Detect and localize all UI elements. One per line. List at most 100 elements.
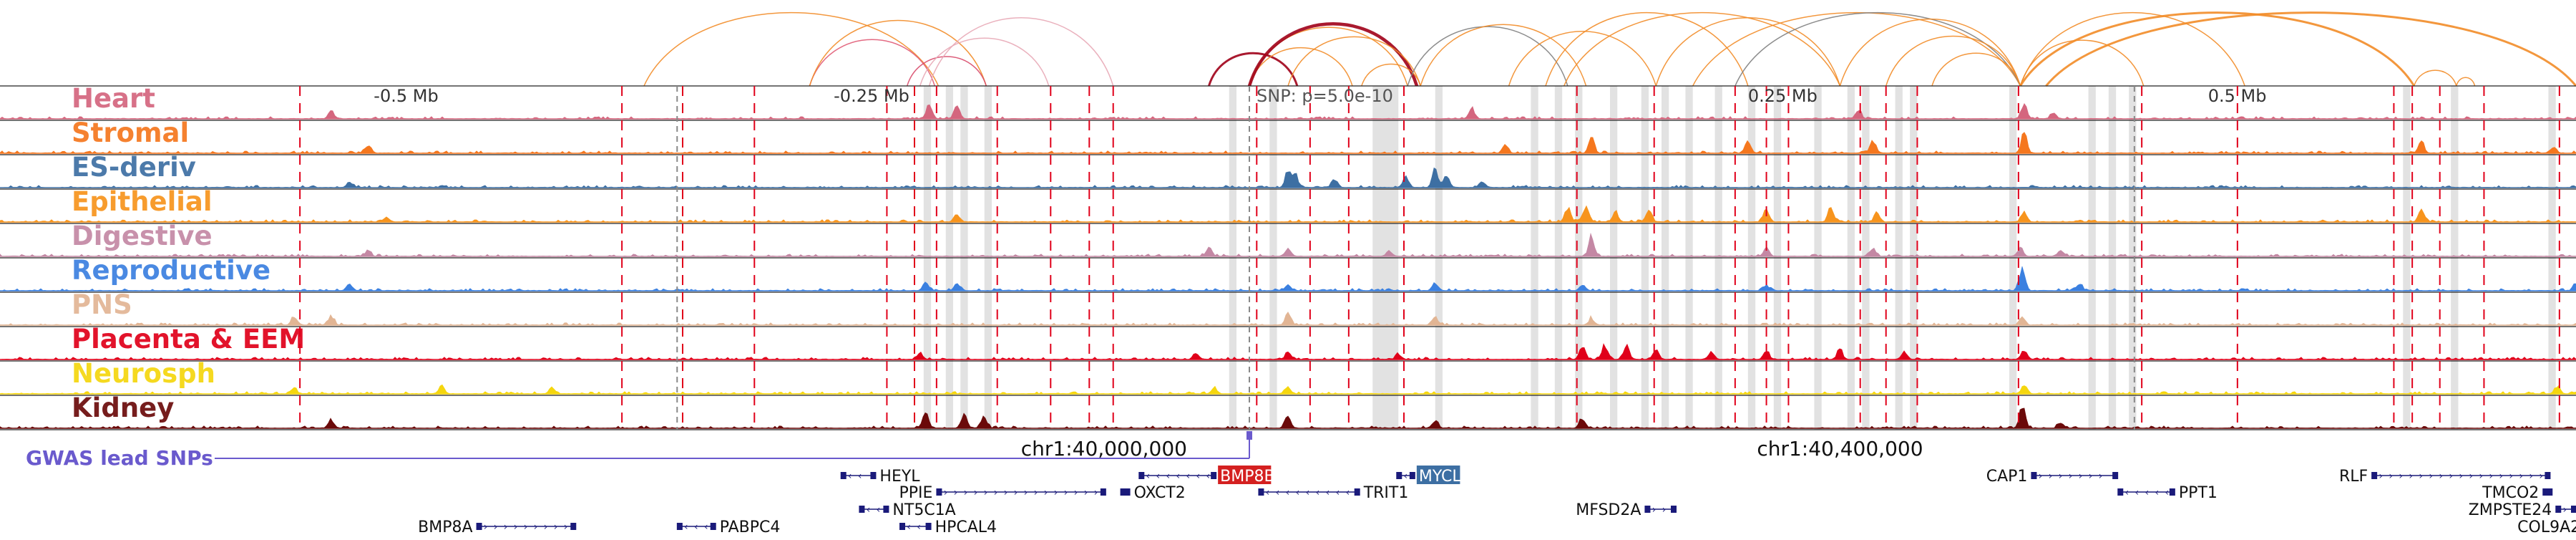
gene-exon xyxy=(883,506,889,513)
chromatin-loop xyxy=(809,39,936,87)
strand-arrow: › xyxy=(1014,487,1018,498)
track-label: Kidney xyxy=(72,392,174,423)
strand-arrow: ‹ xyxy=(848,471,852,482)
gene-exon xyxy=(2571,506,2576,513)
strand-arrow: › xyxy=(2459,471,2463,482)
signal-area xyxy=(0,343,2576,360)
strand-arrow: › xyxy=(2449,471,2453,482)
strand-arrow: › xyxy=(2059,471,2063,482)
strand-arrow: › xyxy=(2089,471,2093,482)
strand-arrow: › xyxy=(1662,504,1667,516)
chromatin-loop xyxy=(1692,11,2021,87)
strand-arrow: ‹ xyxy=(867,504,871,516)
track-label: Epithelial xyxy=(72,186,213,217)
track-label: Neurosph xyxy=(72,358,215,389)
chromatin-loop xyxy=(1931,52,2021,87)
strand-arrow: ‹ xyxy=(1296,487,1300,498)
gene-label: TRIT1 xyxy=(1363,484,1409,502)
gene-exon xyxy=(2031,472,2037,479)
strand-arrow: ‹ xyxy=(1196,471,1200,482)
strand-arrow: ‹ xyxy=(1403,471,1407,482)
strand-arrow: ‹ xyxy=(1146,471,1150,482)
strand-arrow: › xyxy=(2049,471,2053,482)
strand-arrow: ‹ xyxy=(704,521,708,533)
gene-exon xyxy=(1138,472,1145,479)
chromatin-loop xyxy=(1247,22,1419,87)
gene-exon xyxy=(1409,472,1415,479)
signal-area xyxy=(0,205,2576,223)
strand-arrow: ‹ xyxy=(917,521,921,533)
strand-arrow: › xyxy=(484,521,488,533)
strand-arrow: › xyxy=(2079,471,2083,482)
signal-area xyxy=(0,167,2576,188)
track-label: ES-deriv xyxy=(72,152,196,183)
gene-exon xyxy=(2371,472,2378,479)
gene-exon xyxy=(2545,472,2551,479)
gene-exon xyxy=(676,523,683,530)
strand-arrow: › xyxy=(554,521,558,533)
strand-arrow: › xyxy=(2519,471,2523,482)
strand-arrow: › xyxy=(2419,471,2423,482)
strand-arrow: › xyxy=(2489,471,2493,482)
strand-arrow: › xyxy=(2469,471,2473,482)
strand-arrow: ‹ xyxy=(2124,487,2129,498)
strand-arrow: › xyxy=(1074,487,1078,498)
strand-arrow: › xyxy=(2479,471,2483,482)
strand-arrow: ‹ xyxy=(1166,471,1170,482)
gene-label: CAP1 xyxy=(1986,468,2028,486)
strand-arrow: ‹ xyxy=(1176,471,1180,482)
strand-arrow: › xyxy=(994,487,998,498)
chromatin-loop xyxy=(1207,52,1299,87)
gene-exon xyxy=(1354,488,1360,496)
gene-label: MYCL xyxy=(1419,468,1462,486)
gene-label: TMCO2 xyxy=(2482,484,2539,502)
gene-exon xyxy=(1258,488,1264,496)
chromatin-loop xyxy=(643,12,940,87)
chromatin-loops xyxy=(643,11,2576,87)
strand-arrow: › xyxy=(2039,471,2043,482)
strand-arrow: › xyxy=(1054,487,1058,498)
coordinate-axis: GWAS lead SNPs chr1:40,000,000 chr1:40,40… xyxy=(26,431,1923,470)
marker-lines xyxy=(299,86,2560,430)
strand-arrow: › xyxy=(2399,471,2403,482)
gene-label: BMP8B xyxy=(1220,468,1274,486)
distance-label: 0.5 Mb xyxy=(2208,86,2267,106)
gene-exon xyxy=(1100,488,1106,496)
strand-arrow: › xyxy=(1004,487,1008,498)
chromatin-loop xyxy=(906,56,987,87)
chromatin-loop xyxy=(2045,11,2576,87)
strand-arrow: ‹ xyxy=(1276,487,1280,498)
strand-arrow: ‹ xyxy=(2155,487,2159,498)
strand-arrow: ‹ xyxy=(1266,487,1270,498)
strand-arrow: › xyxy=(2379,471,2383,482)
gene-exon xyxy=(2117,488,2124,496)
gene-label: RLF xyxy=(2339,468,2368,486)
gene-label: OXCT2 xyxy=(1134,484,1186,502)
gene-label: COL9A2 xyxy=(2517,519,2576,536)
chromatin-loop xyxy=(1563,11,1841,87)
gene-exon xyxy=(899,523,905,530)
accessibility-tracks xyxy=(0,85,2576,430)
strand-arrow: › xyxy=(534,521,538,533)
strand-arrow: › xyxy=(2539,471,2543,482)
chromatin-loop xyxy=(928,16,1114,87)
strand-arrow: ‹ xyxy=(694,521,698,533)
gene-label: HEYL xyxy=(879,468,920,486)
strand-arrow: › xyxy=(494,521,498,533)
chromatin-loop xyxy=(1420,24,1587,87)
coordinate-label: chr1:40,000,000 xyxy=(1021,437,1187,461)
strand-arrow: ‹ xyxy=(907,521,911,533)
gene-exon xyxy=(1671,506,1677,513)
strand-arrow: › xyxy=(544,521,548,533)
strand-arrow: › xyxy=(2499,471,2503,482)
signal-area xyxy=(0,266,2576,291)
strand-arrow: ‹ xyxy=(1346,487,1350,498)
chromatin-loop xyxy=(1287,36,1421,87)
chromatin-loop xyxy=(2019,39,2145,87)
signal-area xyxy=(0,232,2576,257)
gene-exon xyxy=(870,472,877,479)
strand-arrow: › xyxy=(1034,487,1038,498)
gene-exon xyxy=(2542,488,2549,496)
strand-arrow: › xyxy=(954,487,958,498)
